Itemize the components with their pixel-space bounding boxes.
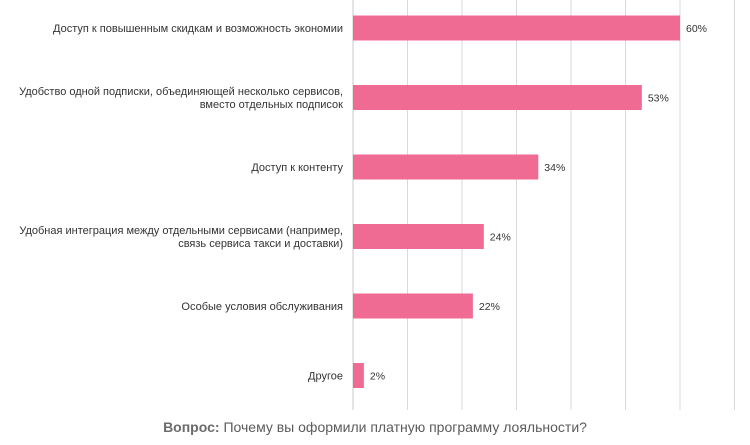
- category-label-line: Особые условия обслуживания: [181, 301, 343, 313]
- bar: [353, 85, 642, 110]
- category-label-line: связь сервиса такси и доставки): [178, 238, 343, 250]
- bar-chart: 60% Доступ к повышенным скидкам и возможн…: [19, 0, 735, 410]
- bar: [353, 224, 484, 249]
- question-caption: Вопрос: Почему вы оформили платную прогр…: [0, 419, 750, 435]
- bar-value-label: 53%: [648, 93, 669, 105]
- bar: [353, 363, 364, 388]
- chart-svg: 60% Доступ к повышенным скидкам и возможн…: [19, 0, 735, 410]
- category-label: Другое: [308, 371, 343, 383]
- bar-value-label: 60%: [686, 23, 707, 35]
- category-label-line: Удобство одной подписки, объединяющей не…: [19, 86, 343, 98]
- category-label-line: вместо отдельных подписок: [200, 99, 343, 111]
- caption-text: Почему вы оформили платную программу лоя…: [223, 419, 587, 435]
- category-label: Удобство одной подписки, объединяющей не…: [19, 86, 343, 111]
- bar-value-label: 22%: [479, 301, 500, 313]
- category-label: Особые условия обслуживания: [181, 301, 343, 313]
- bar: [353, 293, 473, 319]
- category-label-line: Удобная интеграция между отдельными серв…: [19, 225, 343, 237]
- category-label-line: Другое: [308, 371, 343, 383]
- bar: [353, 15, 680, 41]
- bar: [353, 154, 539, 180]
- category-label: Доступ к контенту: [251, 162, 343, 174]
- category-label: Доступ к повышенным скидкам и возможност…: [53, 23, 343, 35]
- caption-prefix: Вопрос:: [163, 419, 220, 435]
- category-label-line: Доступ к контенту: [251, 162, 343, 174]
- bar-value-label: 2%: [370, 371, 385, 383]
- bar-value-label: 24%: [490, 232, 511, 244]
- category-label-line: Доступ к повышенным скидкам и возможност…: [53, 23, 343, 35]
- bar-value-label: 34%: [544, 162, 565, 174]
- category-label: Удобная интеграция между отдельными серв…: [19, 225, 343, 250]
